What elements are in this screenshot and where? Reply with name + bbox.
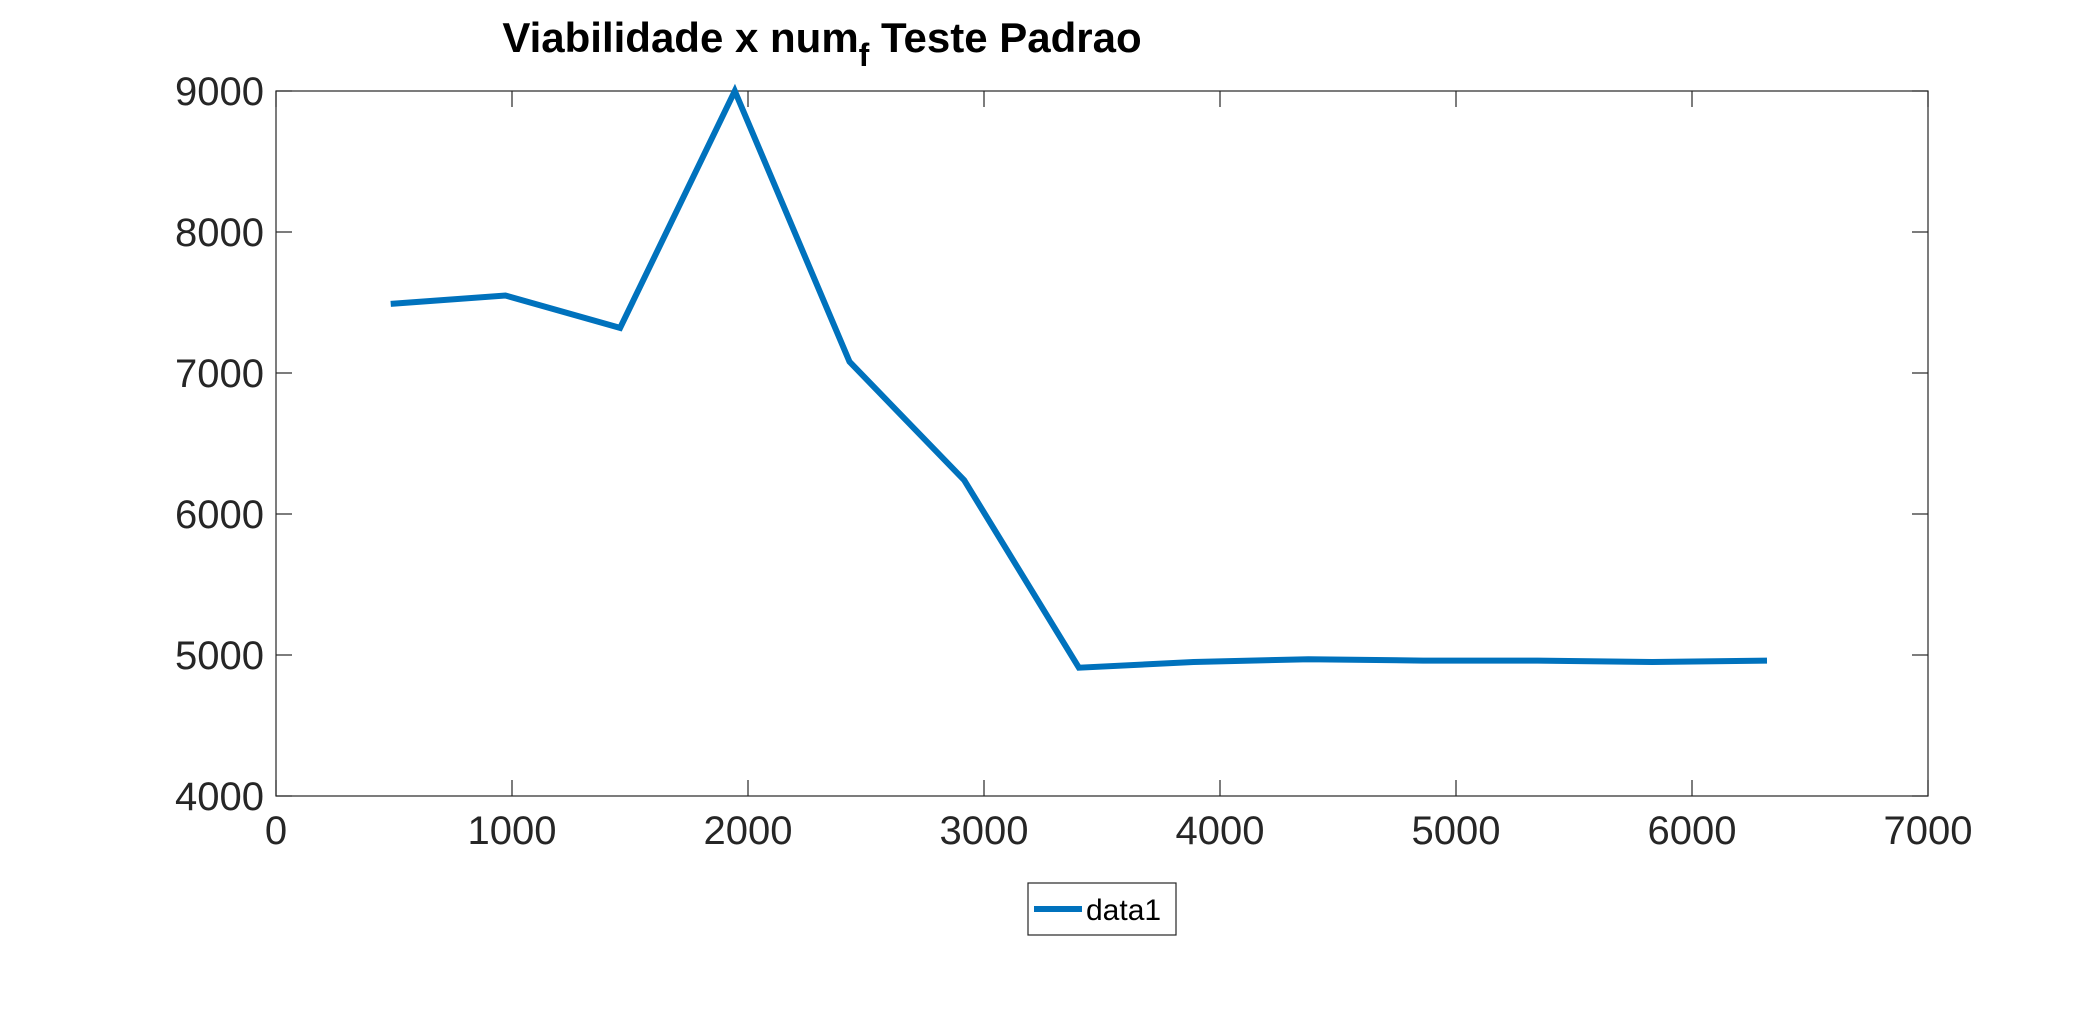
x-tick-label: 3000 (940, 809, 1029, 853)
x-tick-label: 1000 (468, 809, 557, 853)
x-tick-label: 0 (265, 809, 287, 853)
plot-area (276, 91, 1928, 796)
y-tick-label: 8000 (175, 211, 264, 255)
y-tick-label: 7000 (175, 352, 264, 396)
y-tick-label: 9000 (175, 70, 264, 114)
legend: data1 (1028, 883, 1176, 935)
x-tick-label: 7000 (1884, 809, 1973, 853)
x-tick-label: 5000 (1412, 809, 1501, 853)
chart-title-main: Viabilidade x num (502, 14, 858, 61)
y-tick-label: 6000 (175, 493, 264, 537)
x-tick-label: 2000 (704, 809, 793, 853)
chart-title-subscript: f (859, 37, 870, 73)
legend-label-data1: data1 (1086, 894, 1161, 927)
x-tick-label: 4000 (1176, 809, 1265, 853)
y-tick-label: 4000 (175, 775, 264, 819)
chart-title-suffix: Teste Padrao (869, 14, 1141, 61)
x-tick-label: 6000 (1648, 809, 1737, 853)
y-tick-label: 5000 (175, 634, 264, 678)
